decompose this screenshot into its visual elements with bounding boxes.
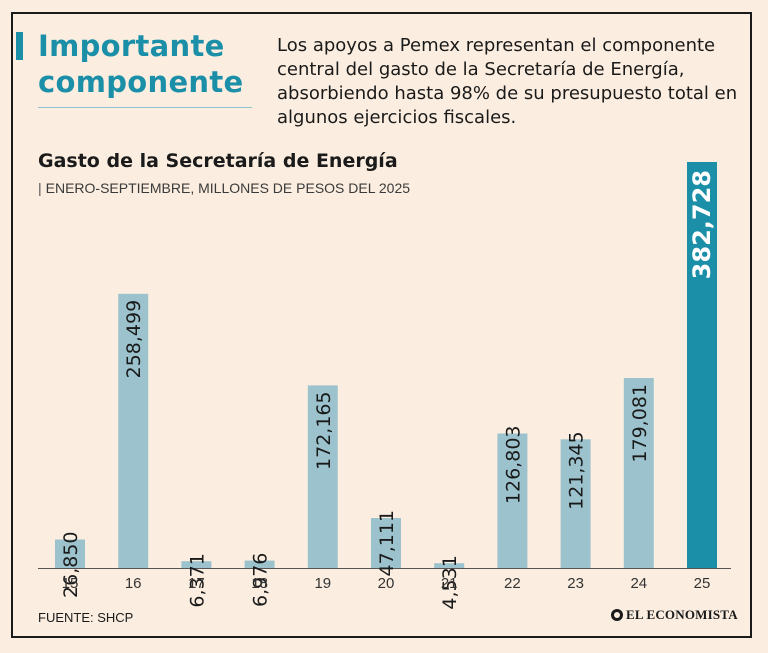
- bar-19: [307, 385, 338, 568]
- bar-17: [181, 561, 212, 568]
- chart-title: Gasto de la Secretaría de Energía: [38, 150, 398, 172]
- logo-text: EL ECONOMISTA: [626, 607, 738, 622]
- headline-line-2: componente: [38, 65, 244, 99]
- bar-16: [118, 293, 149, 568]
- tick-label-20: 20: [378, 575, 395, 592]
- bar-25: [687, 162, 717, 568]
- headline-line-1: Importante: [38, 29, 225, 63]
- bar-22: [497, 433, 528, 568]
- tick-label-23: 23: [567, 575, 584, 592]
- tick-label-16: 16: [125, 575, 142, 592]
- figure-frame: [11, 12, 752, 638]
- subtitle-text: ENERO-SEPTIEMBRE, MILLONES DE PESOS DEL …: [45, 180, 411, 196]
- publisher-logo: EL ECONOMISTA: [611, 607, 738, 623]
- subtitle-divider: |: [38, 180, 42, 196]
- logo-icon: [611, 609, 623, 621]
- bar-23: [560, 439, 591, 568]
- value-label-19: 172,165: [313, 391, 335, 470]
- headline-divider: [38, 107, 252, 108]
- value-label-22: 126,803: [502, 426, 524, 505]
- bar-18: [244, 560, 275, 568]
- tick-label-17: 17: [188, 575, 205, 592]
- bar-24: [623, 378, 654, 568]
- value-label-18: 6,976: [250, 553, 272, 607]
- accent-bar: [16, 32, 23, 60]
- value-label-20: 47,111: [376, 510, 398, 576]
- value-label-16: 258,499: [123, 300, 145, 379]
- headline: Importante componente: [38, 28, 244, 100]
- bar-15: [55, 539, 85, 568]
- tick-label-19: 19: [314, 575, 331, 592]
- tick-label-21: 21: [441, 575, 458, 592]
- intro-text: Los apoyos a Pemex representan el compon…: [277, 35, 738, 128]
- tick-label-25: 25: [694, 575, 711, 592]
- tick-label-22: 22: [504, 575, 521, 592]
- value-label-21: 4,531: [439, 555, 461, 609]
- tick-label-24: 24: [630, 575, 647, 592]
- value-label-23: 121,345: [566, 431, 588, 510]
- value-label-17: 6,371: [186, 553, 208, 607]
- source-note: FUENTE: SHCP: [38, 610, 134, 625]
- value-label-24: 179,081: [629, 384, 651, 463]
- bar-21: [434, 563, 465, 568]
- value-label-15: 26,850: [60, 532, 82, 598]
- bar-20: [371, 518, 401, 568]
- tick-label-15: 15: [62, 575, 79, 592]
- value-label-25: 382,728: [688, 170, 716, 279]
- tick-label-18: 18: [251, 575, 268, 592]
- chart-subtitle: | ENERO-SEPTIEMBRE, MILLONES DE PESOS DEL…: [38, 180, 410, 196]
